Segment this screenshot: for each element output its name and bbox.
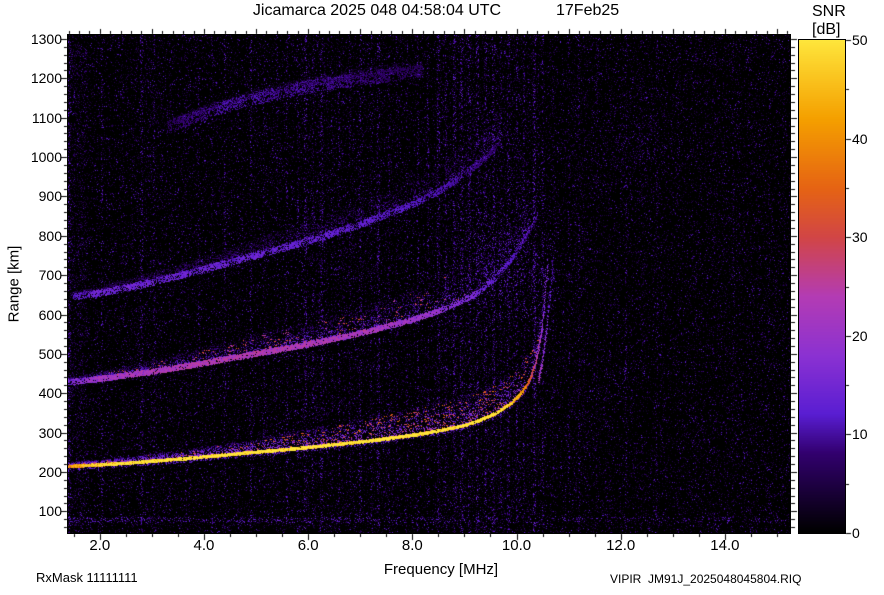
colorbar-title: SNR [dB]	[812, 3, 846, 38]
y-tick-label: 700	[38, 267, 62, 284]
x-axis-label: Frequency [MHz]	[383, 561, 499, 578]
colorbar-tick-label: 20	[852, 327, 868, 344]
x-tick-label: 8.0	[401, 537, 423, 554]
x-tick-label: 6.0	[297, 537, 319, 554]
colorbar-tick-label: 40	[852, 130, 868, 147]
y-tick-label: 1300	[30, 30, 62, 47]
x-tick-label: 14.0	[710, 537, 740, 554]
y-tick-label: 500	[38, 345, 62, 362]
y-tick-label: 1000	[30, 149, 62, 166]
x-tick-label: 10.0	[501, 537, 532, 554]
ionogram-plot-canvas	[67, 34, 791, 534]
page-title: Jicamarca 2025 048 04:58:04 UTC	[252, 2, 502, 19]
page-date: 17Feb25	[556, 2, 620, 19]
colorbar-tick-label: 0	[852, 525, 860, 541]
x-tick-label: 12.0	[606, 537, 636, 554]
y-tick-label: 300	[38, 424, 62, 441]
y-tick-label: 900	[38, 188, 62, 205]
y-tick-label: 200	[38, 463, 62, 480]
x-tick-label: 2.0	[89, 537, 111, 554]
y-tick-label: 100	[38, 503, 62, 520]
colorbar-tick-label: 10	[852, 426, 868, 443]
y-tick-label: 600	[38, 306, 62, 323]
y-tick-label: 1200	[30, 70, 62, 87]
y-tick-label: 800	[38, 227, 62, 244]
colorbar-tick-label: 50	[852, 32, 868, 48]
y-tick-label: 1100	[31, 109, 62, 126]
filename-label: VIPIR JM91J_2025048045804.RIQ	[610, 572, 802, 586]
y-tick-label: 400	[38, 385, 62, 402]
rxmask-label: RxMask 11111111	[36, 570, 138, 585]
colorbar-canvas	[798, 39, 846, 534]
colorbar-tick-label: 30	[852, 229, 868, 246]
x-tick-label: 4.0	[193, 537, 215, 554]
